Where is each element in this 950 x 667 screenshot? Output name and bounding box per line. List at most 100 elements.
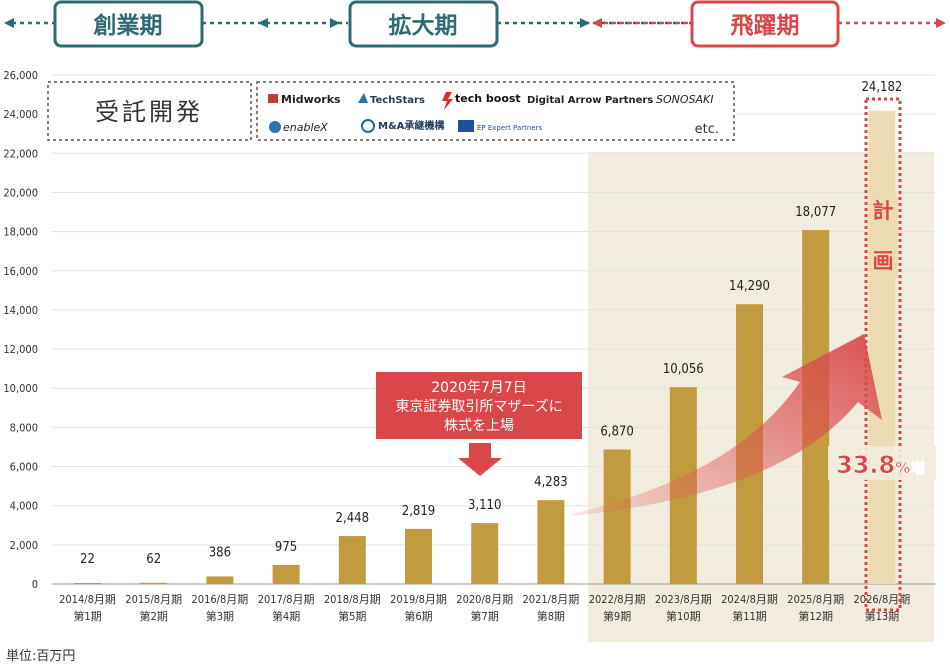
client-logo-enablex: enableX — [283, 121, 328, 134]
bar-planned — [868, 110, 896, 584]
unit-note: 単位:百万円 — [6, 648, 75, 664]
x-tick-label: 2024/8月期 — [721, 593, 778, 606]
phase-label-sogyo: 創業期 — [94, 12, 163, 39]
techboost-icon — [442, 92, 453, 110]
y-tick-label: 0 — [32, 578, 38, 591]
techstars-icon — [358, 93, 368, 103]
client-logo-sonosaki: SONOSAKI — [656, 93, 714, 106]
x-tick-label: 2015/8月期 — [125, 593, 182, 606]
enablex-icon — [269, 121, 281, 133]
ipo-down-arrow — [458, 443, 502, 476]
growth-value: 33.8 — [836, 451, 895, 479]
ipo-callout: 2020年7月7日 東京証券取引所マザーズに 株式を上場 — [376, 372, 582, 476]
bar — [537, 500, 565, 584]
y-tick-label: 22,000 — [3, 147, 38, 160]
value-label: 6,870 — [600, 425, 633, 440]
client-title: 受託開発 — [95, 98, 203, 126]
ipo-callout-box — [376, 372, 582, 439]
x-tick-period: 第6期 — [404, 609, 432, 623]
value-label: 18,077 — [795, 205, 836, 220]
ipo-line-3: 株式を上場 — [444, 418, 514, 434]
y-tick-label: 26,000 — [3, 69, 38, 82]
phase-label-kakudai: 拡大期 — [389, 13, 458, 39]
x-tick-label: 2017/8月期 — [258, 593, 315, 606]
x-tick-period: 第1期 — [73, 609, 101, 623]
phase-arrow-head — [258, 18, 268, 28]
y-tick-label: 2,000 — [10, 539, 38, 552]
growth-label-bg — [828, 446, 936, 480]
value-label: 14,290 — [729, 279, 770, 294]
growth-unit: %増 — [895, 459, 925, 477]
bar — [206, 576, 234, 584]
x-tick-period: 第11期 — [732, 609, 767, 623]
phase-arrow-head — [330, 18, 340, 28]
y-tick-label: 16,000 — [3, 265, 38, 278]
y-tick-label: 14,000 — [3, 304, 38, 317]
value-label: 2,819 — [402, 504, 435, 519]
x-tick-period: 第8期 — [537, 609, 565, 623]
x-tick-label: 2022/8月期 — [589, 593, 646, 606]
y-tick-label: 12,000 — [3, 343, 38, 356]
phase-arrow-head — [936, 18, 946, 28]
x-tick-period: 第5期 — [338, 609, 366, 623]
phase-arrow-head — [580, 18, 590, 28]
client-logos-box: 受託開発 Midworks TechStars tech boost Digit… — [47, 81, 735, 141]
growth-label: 33.8%増 — [836, 451, 925, 479]
client-logo-midworks: Midworks — [281, 93, 341, 106]
y-tick-label: 10,000 — [3, 382, 38, 395]
bar — [471, 523, 499, 584]
x-tick-label: 2021/8月期 — [522, 593, 579, 606]
x-tick-period: 第2期 — [140, 609, 168, 623]
y-axis: 0 2,000 4,000 6,000 8,000 10,000 12,000 14,000 1… — [3, 69, 935, 591]
x-tick-label: 2023/8月期 — [655, 593, 712, 606]
x-tick-label: 2014/8月期 — [59, 593, 116, 606]
bar — [338, 536, 366, 584]
phase-box-hiyaku — [690, 0, 840, 48]
ipo-line-2: 東京証券取引所マザーズに — [395, 399, 562, 415]
x-tick-label: 2019/8月期 — [390, 593, 447, 606]
plan-label-1: 計 — [873, 199, 894, 223]
client-logo-ep: EP Expert Partners — [477, 124, 542, 132]
value-label: 24,182 — [861, 80, 902, 95]
phase-box-sogyo — [53, 0, 204, 48]
y-tick-label: 24,000 — [3, 108, 38, 121]
bar — [140, 582, 168, 584]
client-logo-digital-arrow: Digital Arrow Partners — [527, 95, 653, 106]
client-logo-etc: etc. — [695, 122, 719, 137]
plan-label-2: 画 — [873, 249, 894, 273]
y-tick-label: 8,000 — [10, 421, 38, 434]
midworks-icon — [268, 94, 278, 103]
ma-icon — [361, 119, 375, 133]
x-tick-period: 第9期 — [603, 609, 631, 623]
client-logo-techboost: tech boost — [455, 92, 521, 105]
value-labels: 22 62 386 975 2,448 2,819 3,110 4,283 6,870 10,05… — [80, 80, 902, 567]
phase-arrow-head — [4, 18, 14, 28]
x-tick-label: 2026/8月期 — [853, 593, 910, 606]
x-tick-period: 第12期 — [798, 609, 833, 623]
y-tick-label: 20,000 — [3, 186, 38, 199]
x-tick-label: 2018/8月期 — [324, 593, 381, 606]
growth-arrow — [572, 334, 882, 516]
value-label: 10,056 — [663, 362, 704, 377]
x-tick-label: 2025/8月期 — [787, 593, 844, 606]
value-label: 2,448 — [336, 511, 369, 526]
x-tick-label: 2020/8月期 — [456, 593, 513, 606]
ep-icon — [458, 120, 474, 132]
value-label: 3,110 — [468, 498, 501, 513]
value-label: 22 — [80, 552, 95, 567]
phase-box-kakudai — [348, 0, 499, 48]
bar — [603, 449, 631, 584]
value-label: 4,283 — [534, 475, 567, 490]
x-tick-label: 2016/8月期 — [191, 593, 248, 606]
plan-label-bg — [868, 196, 898, 278]
client-title-box — [47, 81, 252, 141]
phase-label-hiyaku: 飛躍期 — [731, 13, 800, 39]
x-tick-period: 第13期 — [865, 609, 900, 623]
value-label: 975 — [275, 540, 297, 555]
phase-arrow-head — [592, 18, 602, 28]
y-tick-label: 18,000 — [3, 226, 38, 239]
bar — [74, 583, 101, 584]
bar — [405, 528, 432, 584]
